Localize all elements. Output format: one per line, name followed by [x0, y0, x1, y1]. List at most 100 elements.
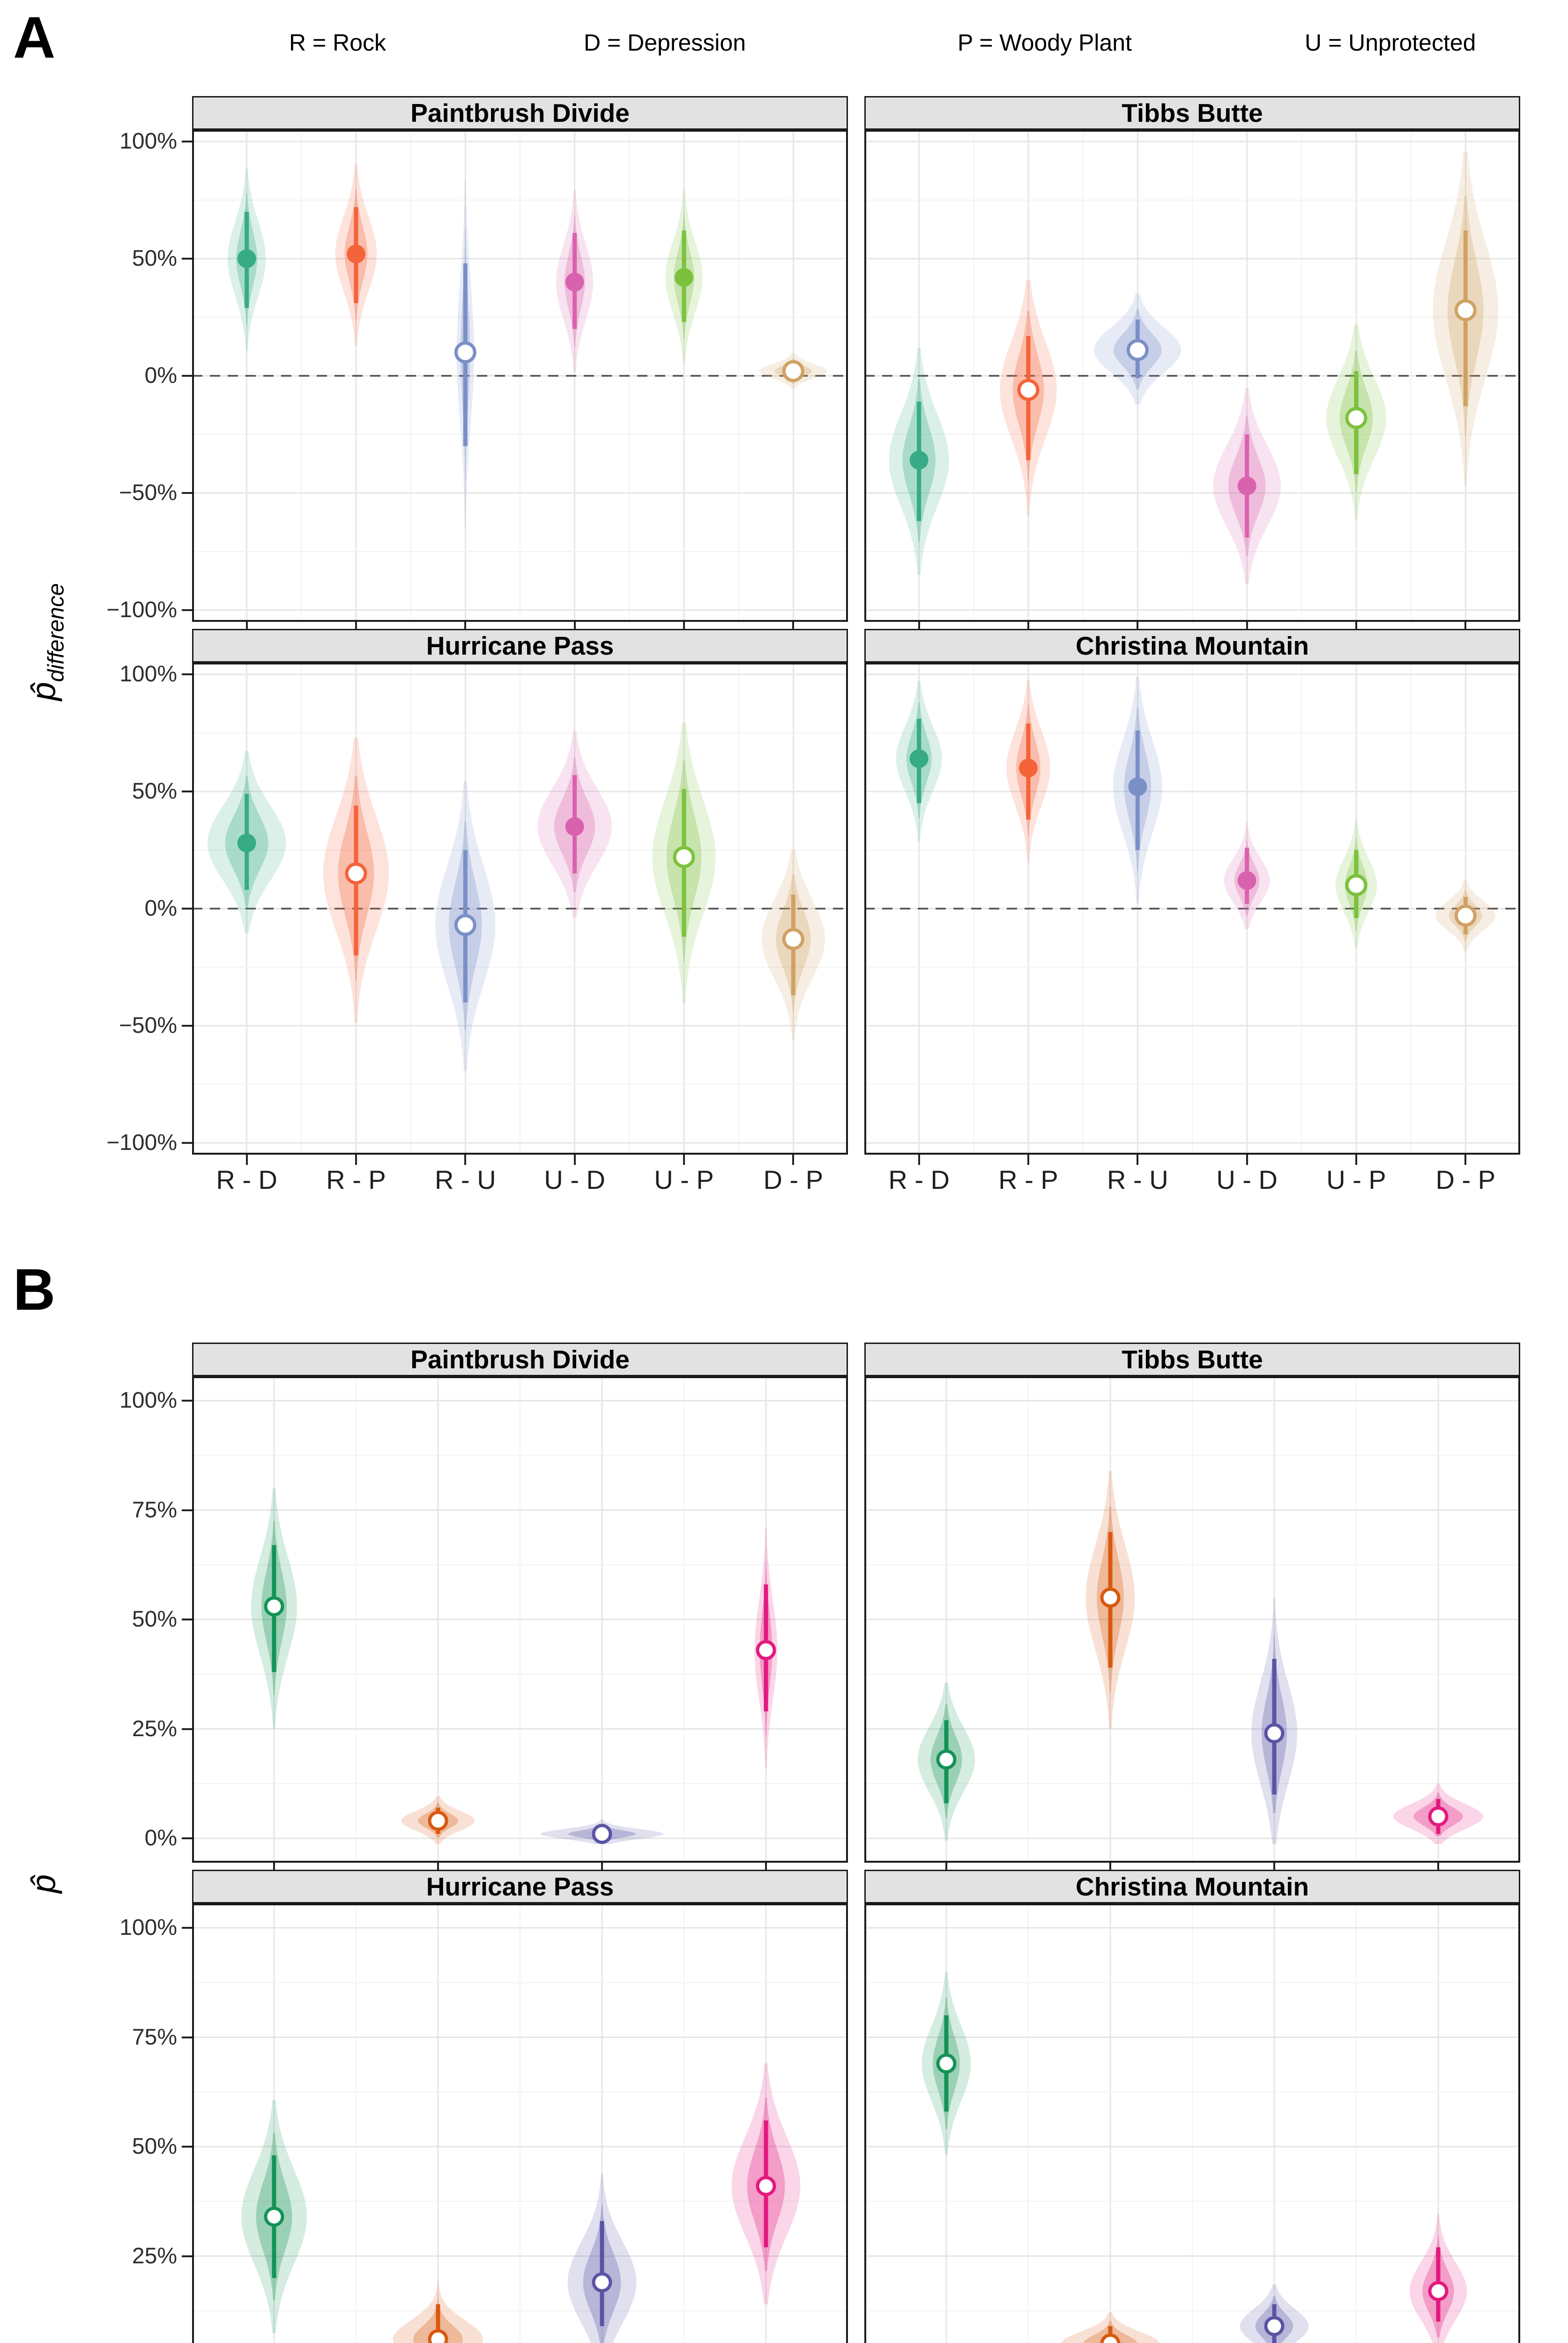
point-estimate: [1100, 1587, 1121, 1608]
facet-plot: [192, 663, 848, 1155]
x-tick-mark: [1464, 1155, 1467, 1165]
facet-title: Paintbrush Divide: [410, 98, 630, 127]
y-tick-mark: [182, 2036, 192, 2038]
x-tick-mark: [355, 1155, 357, 1165]
facet-title: Christina Mountain: [1075, 631, 1309, 660]
facet-title: Tibbs Butte: [1122, 98, 1263, 127]
point-estimate: [1454, 904, 1477, 927]
point-estimate: [592, 2272, 612, 2293]
point-estimate: [1454, 299, 1477, 321]
point-estimate: [1264, 2316, 1285, 2336]
point-estimate: [1237, 871, 1256, 890]
y-tick-mark: [182, 2255, 192, 2257]
x-tick-mark: [573, 1155, 576, 1165]
y-tick-mark: [182, 141, 192, 142]
y-tick-label: 50%: [132, 246, 177, 271]
y-tick-label: 0%: [144, 363, 177, 388]
legend-item-woody-plant: P = Woody Plant: [958, 30, 1132, 56]
facet-strip: Paintbrush Divide: [192, 1343, 848, 1376]
x-tick-label: R - P: [326, 1165, 386, 1194]
x-tick-mark: [1464, 622, 1467, 632]
facet-plot: [864, 1376, 1520, 1863]
point-estimate: [592, 1824, 612, 1844]
x-tick-mark: [464, 1155, 467, 1165]
x-tick-mark: [1027, 1155, 1029, 1165]
legend-item-depression: D = Depression: [584, 30, 746, 56]
facet-strip: Christina Mountain: [864, 1870, 1520, 1903]
facet-strip: Paintbrush Divide: [192, 96, 848, 130]
x-tick-label: R - D: [888, 1165, 950, 1194]
point-estimate: [428, 2329, 448, 2343]
y-tick-mark: [182, 1142, 192, 1144]
facet-strip: Hurricane Pass: [192, 1870, 848, 1903]
panel-a-label: A: [13, 5, 56, 70]
x-tick-mark: [464, 622, 467, 632]
x-tick-mark: [245, 1155, 248, 1165]
x-tick-mark: [918, 622, 920, 632]
facet-plot: [864, 130, 1520, 622]
x-tick-mark: [273, 1863, 275, 1873]
y-tick-label: 100%: [119, 1388, 177, 1413]
point-estimate: [1428, 1806, 1449, 1827]
y-tick-label: −50%: [119, 480, 177, 505]
point-estimate: [1345, 407, 1367, 429]
y-tick-label: 0%: [144, 896, 177, 921]
y-tick-mark: [182, 1728, 192, 1730]
y-tick-mark: [182, 375, 192, 377]
facet-title: Tibbs Butte: [1122, 1345, 1263, 1374]
point-estimate: [1128, 777, 1147, 796]
x-tick-label: U - P: [1326, 1165, 1386, 1194]
point-estimate: [454, 914, 476, 936]
x-tick-mark: [573, 622, 576, 632]
y-tick-mark: [182, 1400, 192, 1402]
x-tick-mark: [683, 622, 685, 632]
y-tick-label: 100%: [119, 129, 177, 154]
facet-plot: [192, 130, 848, 622]
y-tick-mark: [182, 908, 192, 910]
x-tick-mark: [945, 1863, 947, 1873]
point-estimate: [264, 2206, 284, 2227]
x-tick-mark: [245, 622, 248, 632]
point-estimate: [1237, 477, 1256, 495]
x-tick-mark: [1027, 622, 1029, 632]
y-tick-label: 50%: [132, 779, 177, 804]
facet-title: Hurricane Pass: [426, 1872, 614, 1901]
point-estimate: [428, 1811, 448, 1831]
point-estimate: [1019, 759, 1038, 777]
x-tick-mark: [792, 1155, 795, 1165]
x-tick-mark: [1437, 1863, 1439, 1873]
facet-plot: [192, 1376, 848, 1863]
facet-plot: [864, 1903, 1520, 2343]
point-estimate: [936, 1749, 957, 1770]
y-tick-mark: [182, 1619, 192, 1620]
point-estimate: [673, 846, 695, 868]
y-tick-label: 100%: [119, 662, 177, 686]
category-key: R = Rock D = Depression P = Woody Plant …: [0, 29, 1568, 62]
point-estimate: [237, 249, 256, 268]
facet-title: Christina Mountain: [1075, 1872, 1309, 1901]
point-estimate: [909, 451, 929, 470]
facet-strip: Tibbs Butte: [864, 1343, 1520, 1376]
x-tick-mark: [1355, 622, 1357, 632]
x-tick-mark: [1137, 622, 1139, 632]
point-estimate: [347, 245, 365, 263]
point-estimate: [782, 928, 804, 950]
facet-title: Paintbrush Divide: [410, 1345, 630, 1374]
y-tick-mark: [182, 1837, 192, 1839]
x-tick-mark: [601, 1863, 603, 1873]
x-tick-label: U - D: [1216, 1165, 1278, 1194]
x-tick-label: R - U: [435, 1165, 496, 1194]
point-estimate: [1126, 339, 1149, 361]
point-estimate: [782, 360, 804, 382]
y-tick-mark: [182, 1509, 192, 1511]
x-tick-label: U - P: [654, 1165, 714, 1194]
point-estimate: [1264, 1723, 1285, 1744]
point-estimate: [1100, 2333, 1121, 2343]
x-tick-mark: [1246, 622, 1248, 632]
facet-plot: [192, 1903, 848, 2343]
x-tick-label: D - P: [1435, 1165, 1496, 1194]
y-tick-label: 50%: [132, 2134, 177, 2159]
facet-strip: Christina Mountain: [864, 629, 1520, 663]
y-tick-label: 25%: [132, 1716, 177, 1741]
